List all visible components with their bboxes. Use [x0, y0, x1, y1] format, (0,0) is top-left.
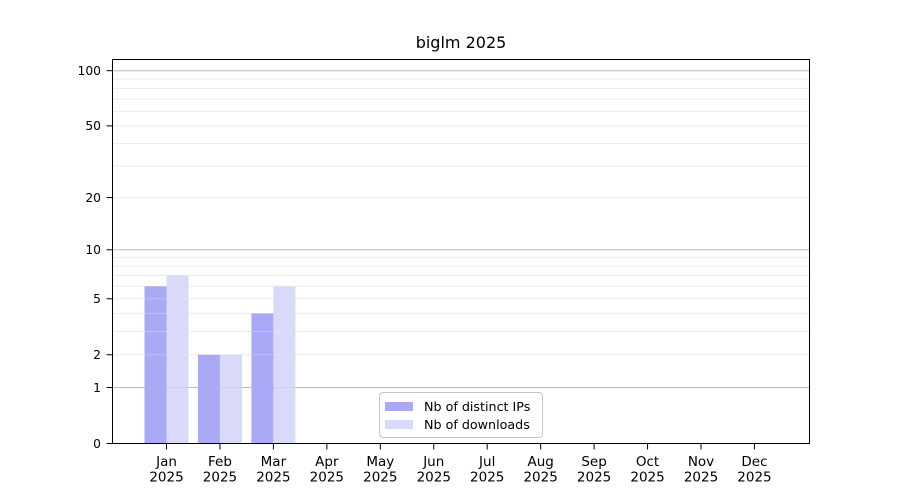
y-tick-label: 5	[93, 292, 101, 306]
bar-distinct-ips-jan	[144, 286, 167, 444]
x-tick-label-month: Dec	[741, 454, 767, 470]
x-tick-label-year: 2025	[203, 470, 237, 486]
x-tick-label-year: 2025	[737, 470, 771, 486]
x-tick-label-month: Nov	[688, 454, 714, 470]
x-tick-label-month: Jan	[155, 454, 177, 470]
bar-downloads-jan	[166, 275, 189, 444]
x-tick-label-month: May	[366, 454, 394, 470]
bar-distinct-ips-mar	[251, 313, 274, 444]
bar-distinct-ips-feb	[197, 354, 220, 444]
x-tick-label-year: 2025	[523, 470, 557, 486]
x-tick-label-year: 2025	[417, 470, 451, 486]
bar-downloads-feb	[219, 354, 242, 444]
x-tick-label-year: 2025	[470, 470, 504, 486]
y-tick-label: 100	[78, 64, 101, 78]
legend-swatch-distinct-ips	[385, 401, 413, 411]
chart-title: biglm 2025	[415, 33, 507, 52]
x-tick-label-year: 2025	[256, 470, 290, 486]
x-tick-label-month: Jun	[422, 454, 444, 470]
y-tick-label: 0	[93, 437, 101, 451]
y-tick-label: 20	[85, 191, 101, 205]
x-tick-label-year: 2025	[577, 470, 611, 486]
x-tick-label-year: 2025	[363, 470, 397, 486]
x-tick-label-month: Apr	[315, 454, 339, 470]
bar-downloads-mar	[273, 286, 296, 444]
legend: Nb of distinct IPs Nb of downloads	[379, 392, 543, 438]
y-tick-label: 50	[85, 119, 101, 133]
y-tick-label: 1	[93, 381, 101, 395]
y-tick-label: 10	[85, 243, 101, 257]
x-tick-label-month: Aug	[527, 454, 553, 470]
legend-swatch-downloads	[385, 419, 413, 429]
x-tick-label-year: 2025	[630, 470, 664, 486]
legend-item: Nb of distinct IPs	[385, 398, 542, 415]
x-tick-label-year: 2025	[310, 470, 344, 486]
x-tick-label-month: Sep	[581, 454, 606, 470]
legend-label: Nb of downloads	[424, 416, 530, 432]
legend-item: Nb of downloads	[385, 416, 542, 433]
x-tick-label-year: 2025	[684, 470, 718, 486]
x-tick-label-month: Oct	[636, 454, 659, 470]
x-tick-label-year: 2025	[149, 470, 183, 486]
x-tick-label-month: Jul	[478, 454, 495, 470]
y-tick-label: 2	[93, 348, 101, 362]
plot-border	[112, 59, 810, 444]
legend-label: Nb of distinct IPs	[424, 398, 531, 414]
x-tick-label-month: Mar	[261, 454, 287, 470]
x-tick-label-month: Feb	[208, 454, 232, 470]
